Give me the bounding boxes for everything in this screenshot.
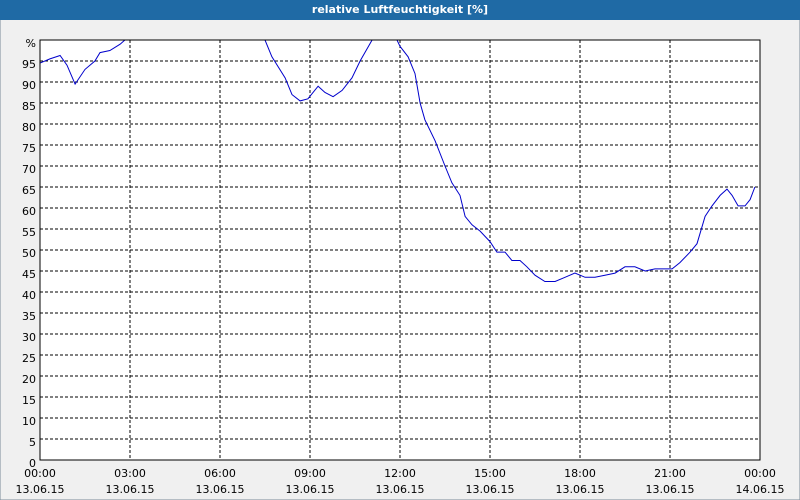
x-tick-label: 00:00: [744, 467, 776, 480]
y-tick-label: 45: [22, 268, 36, 281]
y-tick-label: 0: [29, 457, 36, 470]
y-tick-label: 90: [22, 79, 36, 92]
y-tick-label: 15: [22, 394, 36, 407]
y-tick-label: 85: [22, 100, 36, 113]
y-tick-label: 20: [22, 373, 36, 386]
data-line: [39, 39, 756, 282]
y-tick-label: 10: [22, 415, 36, 428]
x-tick-date: 13.06.15: [16, 483, 65, 496]
x-tick-label: 15:00: [474, 467, 506, 480]
y-tick-label: 30: [22, 331, 36, 344]
x-tick-label: 00:00: [24, 467, 56, 480]
x-tick-date: 13.06.15: [646, 483, 695, 496]
x-tick-label: 21:00: [654, 467, 686, 480]
y-tick-label: 80: [22, 121, 36, 134]
y-tick-label: 5: [29, 436, 36, 449]
y-tick-label: 60: [22, 205, 36, 218]
plot-frame: [39, 39, 761, 461]
x-tick-date: 13.06.15: [286, 483, 335, 496]
y-tick-label: %: [26, 37, 36, 50]
x-tick-date: 14.06.15: [736, 483, 785, 496]
y-tick-label: 65: [22, 184, 36, 197]
title-bar: [0, 0, 800, 20]
y-tick-label: 70: [22, 163, 36, 176]
x-tick-date: 13.06.15: [556, 483, 605, 496]
x-tick-date: 13.06.15: [466, 483, 515, 496]
x-tick-label: 06:00: [204, 467, 236, 480]
x-tick-date: 13.06.15: [196, 483, 245, 496]
x-tick-label: 12:00: [384, 467, 416, 480]
y-tick-label: 50: [22, 247, 36, 260]
y-tick-label: 55: [22, 226, 36, 239]
x-tick-date: 13.06.15: [376, 483, 425, 496]
y-tick-label: 25: [22, 352, 36, 365]
chart-title: relative Luftfeuchtigkeit [%]: [312, 3, 488, 16]
y-tick-label: 75: [22, 142, 36, 155]
y-tick-label: 35: [22, 310, 36, 323]
y-tick-label: 40: [22, 289, 36, 302]
x-tick-label: 18:00: [564, 467, 596, 480]
x-tick-label: 03:00: [114, 467, 146, 480]
x-tick-label: 09:00: [294, 467, 326, 480]
x-tick-date: 13.06.15: [106, 483, 155, 496]
y-tick-label: 95: [22, 58, 36, 71]
